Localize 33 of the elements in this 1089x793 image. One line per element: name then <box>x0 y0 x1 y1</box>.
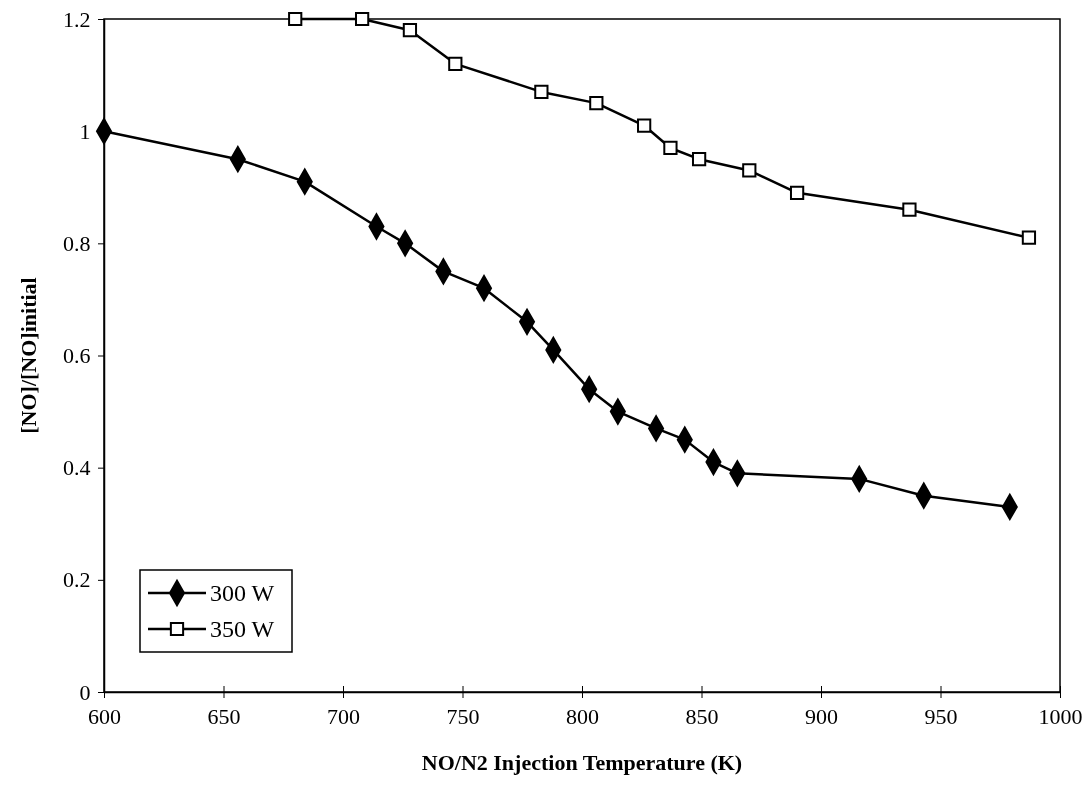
point <box>637 118 652 133</box>
y-tick-label: 1 <box>79 118 91 144</box>
x-tick-label: 950 <box>924 704 958 730</box>
point <box>742 163 757 178</box>
point <box>691 152 707 167</box>
x-tick-label: 600 <box>88 704 121 730</box>
point <box>288 11 303 27</box>
y-tick-label: 1.2 <box>63 6 91 32</box>
x-axis-title: NO/N2 Injection Temperature (K) <box>421 750 743 775</box>
y-axis-title: [NO]/[NO]initial <box>16 277 41 434</box>
point <box>663 140 678 156</box>
y-tick-label: 0 <box>79 679 91 705</box>
x-tick-label: 1000 <box>1038 704 1083 730</box>
point <box>1021 230 1037 245</box>
x-tick-label: 650 <box>207 704 241 730</box>
y-tick-label: 0.4 <box>63 455 91 481</box>
x-tick-label: 700 <box>327 704 360 730</box>
x-tick-label: 800 <box>566 704 599 730</box>
point <box>448 56 463 71</box>
y-tick-label: 0.8 <box>63 230 91 256</box>
point <box>402 23 418 38</box>
legend-label: 350 W <box>210 616 275 642</box>
point <box>355 11 370 27</box>
y-tick-label: 0.6 <box>63 343 91 369</box>
y-tick-label: 0.2 <box>63 567 91 593</box>
point <box>789 185 805 200</box>
x-tick-label: 850 <box>685 704 719 730</box>
x-tick-label: 900 <box>805 704 838 730</box>
point <box>534 84 549 100</box>
point <box>902 202 917 217</box>
point <box>589 96 604 111</box>
x-tick-label: 750 <box>446 704 480 730</box>
legend-label: 300 W <box>210 580 275 606</box>
